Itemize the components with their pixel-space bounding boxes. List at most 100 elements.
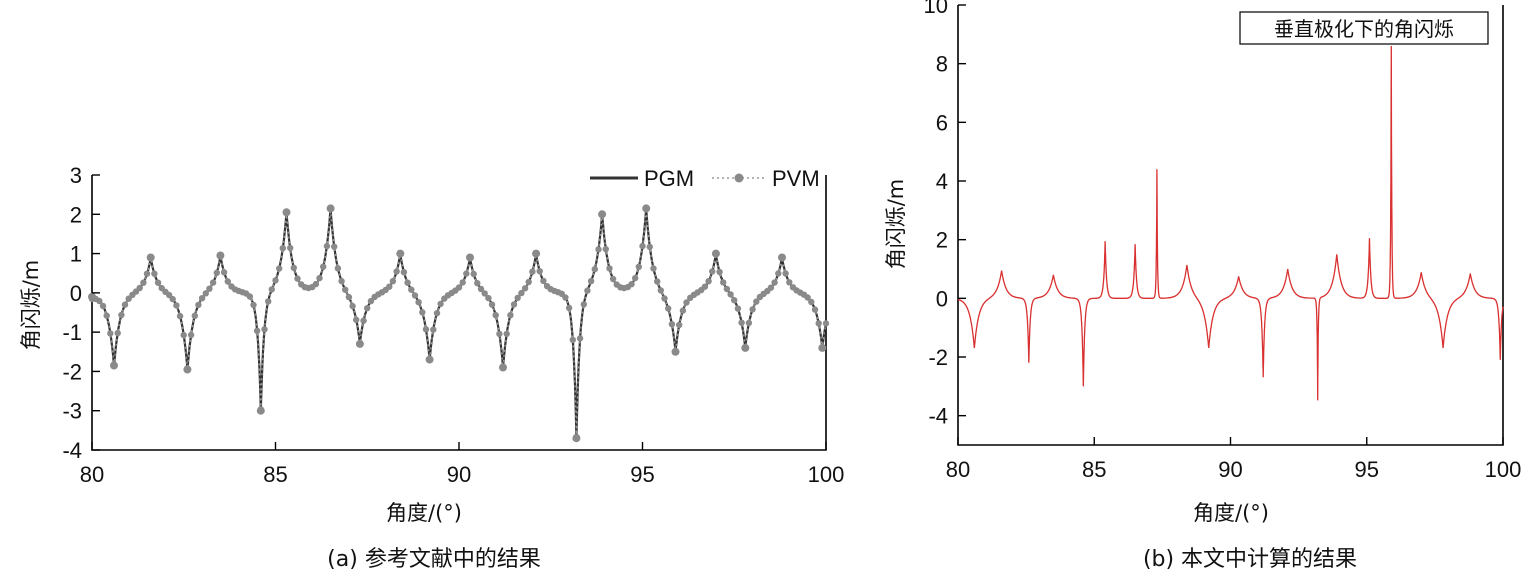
pvm-marker <box>709 268 716 275</box>
pvm-marker <box>661 295 668 302</box>
pvm-marker <box>349 302 356 310</box>
pvm-marker <box>99 302 107 310</box>
chart-a-xtick-label: 85 <box>263 462 287 487</box>
pvm-marker <box>639 242 646 250</box>
chart-a-xtick-label: 80 <box>80 462 104 487</box>
chart-b-xtick-label: 85 <box>1082 457 1106 482</box>
chart-a-legend: PGM PVM <box>590 166 820 191</box>
pvm-marker <box>367 297 375 305</box>
pvm-marker <box>632 274 639 282</box>
pvm-marker <box>503 330 510 338</box>
pvm-marker <box>683 299 690 306</box>
pvm-marker <box>107 330 114 337</box>
chart-b-line <box>957 45 1504 401</box>
chart-a-ytick-label: 0 <box>70 281 82 306</box>
pvm-marker <box>400 269 408 276</box>
pvm-marker <box>151 270 158 277</box>
pvm-marker <box>576 335 584 342</box>
pvm-marker <box>180 331 187 339</box>
chart-b-xtick-label: 90 <box>1218 457 1242 482</box>
chart-b-ytick-label: 0 <box>936 286 948 311</box>
pvm-peak-marker <box>532 249 541 258</box>
pvm-peak-marker <box>499 363 507 372</box>
pvm-marker <box>331 243 338 250</box>
pvm-marker <box>198 295 206 302</box>
pvm-marker <box>455 284 463 291</box>
pvm-marker <box>272 277 279 284</box>
pvm-marker <box>562 294 569 301</box>
pvm-marker <box>646 243 653 251</box>
chart-a-xtick-label: 90 <box>447 462 471 487</box>
pvm-marker <box>96 297 103 305</box>
pvm-marker <box>496 330 503 338</box>
pvm-peak-marker <box>425 355 434 364</box>
chart-a-ytick-label: 2 <box>70 202 82 227</box>
pvm-marker <box>536 268 543 275</box>
pvm-peak-marker <box>110 361 118 370</box>
pvm-marker <box>404 279 411 286</box>
chart-b-xtick-label: 100 <box>1485 457 1522 482</box>
pvm-peak-marker <box>642 204 651 213</box>
pvm-marker <box>481 290 488 297</box>
pvm-marker <box>657 287 664 294</box>
chart-a-ytick-label: -4 <box>62 438 82 463</box>
pvm-marker <box>224 278 231 285</box>
pvm-peak-marker <box>88 292 96 301</box>
pvm-marker <box>114 329 121 337</box>
pvm-marker <box>411 292 419 299</box>
pvm-marker <box>804 294 811 301</box>
chart-a-xlabel: 角度/(°) <box>386 501 462 525</box>
pvm-peak-marker <box>711 249 720 258</box>
pvm-marker <box>569 336 576 344</box>
pvm-marker <box>815 320 822 327</box>
pvm-marker <box>323 242 331 250</box>
pvm-marker <box>360 317 367 324</box>
pvm-marker <box>176 312 184 320</box>
chart-b-caption: (b) 本文中计算的结果 <box>1143 547 1357 572</box>
pvm-marker <box>261 326 268 333</box>
chart-b-ytick-label: 4 <box>936 169 948 194</box>
pvm-marker <box>606 265 613 272</box>
chart-a-ytick-label: -2 <box>62 359 82 384</box>
chart-a-ytick-label: 3 <box>70 163 82 188</box>
pvm-marker <box>510 301 518 308</box>
pvm-marker <box>121 301 129 308</box>
pvm-marker <box>580 301 587 308</box>
pvm-marker <box>716 268 723 276</box>
pvm-marker <box>738 319 745 326</box>
pvm-marker <box>767 284 775 291</box>
pvm-marker <box>433 310 441 317</box>
pvm-marker <box>430 326 437 333</box>
legend-pvm-marker <box>734 173 744 183</box>
pvm-marker <box>154 279 162 286</box>
pvm-marker <box>720 279 727 286</box>
pvm-peak-marker <box>778 253 786 262</box>
pvm-marker <box>745 319 753 327</box>
pvm-marker <box>213 269 220 276</box>
pvm-peak-marker <box>256 406 265 415</box>
pvm-marker <box>701 283 709 290</box>
pvm-marker <box>749 306 756 313</box>
chart-b-ytick-label: 10 <box>924 0 948 18</box>
pvm-marker <box>518 289 525 297</box>
pvm-marker <box>422 326 430 333</box>
chart-b-xtick-label: 95 <box>1355 457 1379 482</box>
pvm-marker <box>118 311 125 319</box>
pvm-peak-marker <box>326 204 335 213</box>
chart-a-pvm-line <box>91 208 827 437</box>
chart-a-ytick-label: -1 <box>62 320 82 345</box>
pvm-marker <box>294 275 301 282</box>
pvm-marker <box>731 297 738 304</box>
pvm-peak-marker <box>146 253 155 262</box>
pvm-marker <box>253 327 261 334</box>
pvm-marker <box>665 305 672 312</box>
pvm-peak-marker <box>216 251 225 260</box>
pvm-marker <box>488 301 496 308</box>
pvm-marker <box>393 268 400 275</box>
pvm-marker <box>587 277 595 285</box>
pvm-marker <box>173 302 180 309</box>
pvm-peak-marker <box>741 343 750 352</box>
pvm-marker <box>268 286 275 293</box>
